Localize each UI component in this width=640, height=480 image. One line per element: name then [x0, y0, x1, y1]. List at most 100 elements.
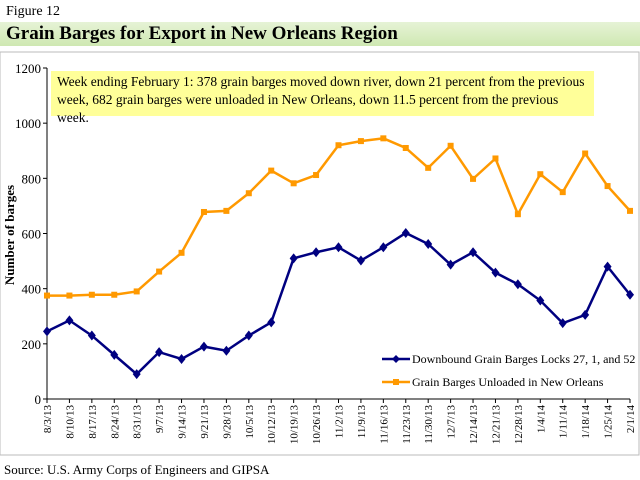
- x-tick-label: 9/7/13: [154, 405, 166, 434]
- data-point-square: [44, 292, 50, 299]
- legend-marker-unloaded: [393, 379, 399, 385]
- data-point-diamond: [155, 347, 164, 358]
- x-tick-label: 1/25/14: [603, 405, 615, 439]
- data-point-diamond: [401, 227, 410, 238]
- chart-title: Grain Barges for Export in New Orleans R…: [6, 23, 398, 44]
- data-point-square: [245, 190, 252, 197]
- y-tick-label: 1200: [15, 61, 41, 76]
- data-point-diamond: [65, 315, 74, 326]
- x-tick-label: 8/17/13: [87, 405, 99, 439]
- data-point-diamond: [536, 295, 545, 306]
- legend-label-downbound: Downbound Grain Barges Locks 27, 1, and …: [412, 352, 635, 366]
- x-tick-label: 8/10/13: [64, 405, 76, 439]
- annotation-box: Week ending February 1: 378 grain barges…: [51, 71, 594, 125]
- data-point-diamond: [379, 242, 388, 253]
- data-point-diamond: [513, 279, 522, 290]
- y-tick-label: 600: [22, 227, 42, 242]
- y-tick-label: 0: [35, 392, 42, 407]
- figure-label: Figure 12: [6, 4, 61, 19]
- data-point-square: [268, 167, 275, 174]
- data-point-square: [514, 211, 521, 218]
- data-point-diamond: [132, 369, 141, 380]
- data-point-square: [582, 150, 589, 157]
- data-point-square: [66, 292, 73, 299]
- data-point-square: [402, 144, 409, 151]
- source-note: Source: U.S. Army Corps of Engineers and…: [4, 462, 270, 477]
- x-tick-label: 8/24/13: [109, 405, 121, 439]
- x-tick-label: 9/14/13: [177, 405, 189, 439]
- data-point-square: [470, 175, 477, 182]
- data-point-square: [335, 142, 342, 149]
- x-tick-label: 1/18/14: [580, 405, 592, 439]
- data-point-diamond: [199, 341, 208, 352]
- x-tick-label: 8/3/13: [42, 405, 54, 434]
- data-point-square: [559, 189, 566, 196]
- x-tick-label: 12/7/13: [446, 405, 458, 439]
- data-point-square: [604, 183, 611, 190]
- data-point-diamond: [289, 253, 298, 264]
- x-tick-label: 2/1/14: [625, 405, 637, 434]
- y-tick-label: 1000: [15, 116, 41, 131]
- data-point-square: [200, 208, 207, 215]
- data-point-square: [178, 249, 185, 256]
- x-tick-label: 9/21/13: [199, 405, 211, 439]
- x-tick-label: 11/30/13: [423, 405, 435, 444]
- title-bar: Grain Barges for Export in New Orleans R…: [0, 22, 640, 46]
- x-tick-label: 12/14/13: [468, 405, 480, 445]
- data-point-diamond: [177, 354, 186, 365]
- data-point-diamond: [581, 309, 590, 320]
- data-point-square: [133, 288, 140, 295]
- x-tick-label: 10/26/13: [311, 405, 323, 445]
- x-tick-label: 12/28/13: [513, 405, 525, 445]
- data-point-diamond: [334, 242, 343, 253]
- data-point-diamond: [558, 318, 567, 329]
- data-point-square: [537, 171, 544, 178]
- data-point-diamond: [43, 326, 51, 337]
- data-point-diamond: [244, 330, 253, 341]
- x-tick-label: 1/11/14: [558, 405, 570, 439]
- data-point-square: [223, 207, 230, 214]
- data-point-square: [425, 164, 432, 171]
- data-point-square: [88, 291, 95, 298]
- data-point-diamond: [469, 247, 478, 258]
- data-point-square: [627, 207, 633, 214]
- x-tick-label: 9/28/13: [221, 405, 233, 439]
- x-tick-label: 11/2/13: [334, 405, 346, 439]
- data-point-diamond: [110, 349, 119, 360]
- legend-marker-downbound: [392, 355, 400, 363]
- x-tick-label: 11/16/13: [378, 405, 390, 444]
- data-point-diamond: [603, 261, 612, 272]
- x-tick-label: 10/5/13: [244, 405, 256, 439]
- chart-border: [0, 51, 640, 456]
- data-point-square: [156, 268, 163, 275]
- data-point-diamond: [356, 255, 365, 266]
- x-tick-label: 11/9/13: [356, 405, 368, 439]
- data-point-diamond: [626, 289, 634, 300]
- data-point-diamond: [491, 267, 500, 278]
- y-axis-label: Number of barges: [2, 185, 17, 285]
- data-point-diamond: [87, 330, 96, 341]
- data-point-square: [313, 172, 320, 179]
- data-point-diamond: [446, 259, 455, 270]
- legend-label-unloaded: Grain Barges Unloaded in New Orleans: [412, 375, 604, 389]
- data-point-square: [380, 135, 387, 142]
- x-tick-label: 11/23/13: [401, 405, 413, 444]
- data-point-square: [447, 142, 454, 149]
- series-line-1: [47, 137, 631, 297]
- data-point-diamond: [267, 317, 276, 328]
- x-tick-label: 10/19/13: [289, 405, 301, 445]
- data-point-diamond: [222, 345, 231, 356]
- data-point-square: [357, 138, 364, 145]
- x-tick-label: 8/31/13: [132, 405, 144, 439]
- legend: Downbound Grain Barges Locks 27, 1, and …: [382, 352, 635, 389]
- x-tick-label: 10/12/13: [266, 405, 278, 445]
- y-tick-label: 800: [22, 171, 42, 186]
- data-point-diamond: [312, 247, 321, 258]
- data-point-diamond: [424, 238, 433, 249]
- y-tick-label: 200: [22, 337, 42, 352]
- x-tick-label: 1/4/14: [535, 405, 547, 434]
- y-tick-label: 400: [22, 282, 42, 297]
- x-tick-label: 12/21/13: [490, 405, 502, 445]
- data-point-square: [492, 155, 499, 162]
